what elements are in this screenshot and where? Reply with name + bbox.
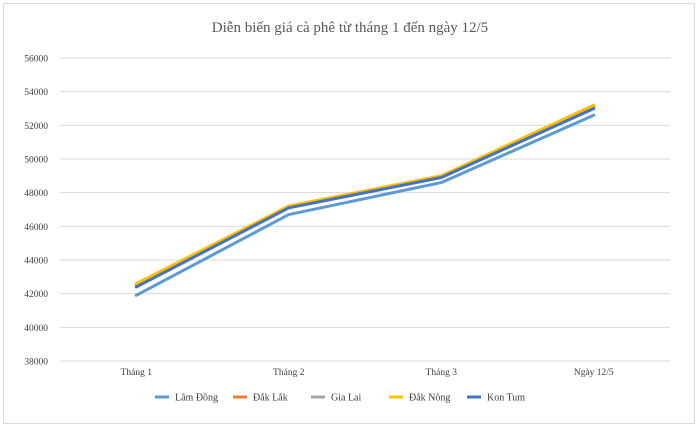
y-tick-label: 46000 [24, 223, 48, 233]
y-tick-label: 56000 [24, 55, 48, 65]
chart-frame [3, 3, 695, 424]
series-lines [134, 103, 596, 297]
y-tick-label: 40000 [24, 324, 48, 334]
y-tick-label: 48000 [24, 189, 48, 199]
legend-label: Gia Lai [331, 393, 361, 404]
series-line [134, 113, 596, 297]
x-tick-label: Tháng 1 [121, 368, 153, 378]
legend-label: Lâm Đồng [175, 393, 218, 404]
chart-title: Diễn biến giá cà phê từ tháng 1 đến ngày… [211, 20, 489, 36]
y-tick-label: 54000 [24, 88, 48, 98]
y-tick-label: 38000 [24, 358, 48, 368]
y-tick-label: 42000 [24, 290, 48, 300]
series-line [134, 103, 596, 286]
legend-label: Đắk Nông [409, 393, 450, 404]
series-line [134, 107, 596, 289]
y-axis-ticks: 38000 40000 42000 44000 46000 48000 50000 52000… [24, 55, 48, 368]
y-tick-label: 50000 [24, 156, 48, 166]
x-axis-ticks: Tháng 1 Tháng 2 Tháng 3 Ngày 12/5 [121, 368, 614, 378]
y-tick-label: 52000 [24, 122, 48, 132]
gridlines [60, 57, 670, 362]
y-tick-label: 44000 [24, 257, 48, 267]
x-tick-label: Tháng 2 [273, 368, 305, 378]
x-tick-label: Tháng 3 [426, 368, 458, 378]
legend-label: Kon Tum [487, 393, 525, 404]
x-tick-label: Ngày 12/5 [574, 368, 614, 378]
legend-label: Đắk Lắk [253, 393, 288, 404]
legend: Lâm Đồng Đắk Lắk Gia Lai Đắk Nông Kon Tum [155, 393, 525, 404]
